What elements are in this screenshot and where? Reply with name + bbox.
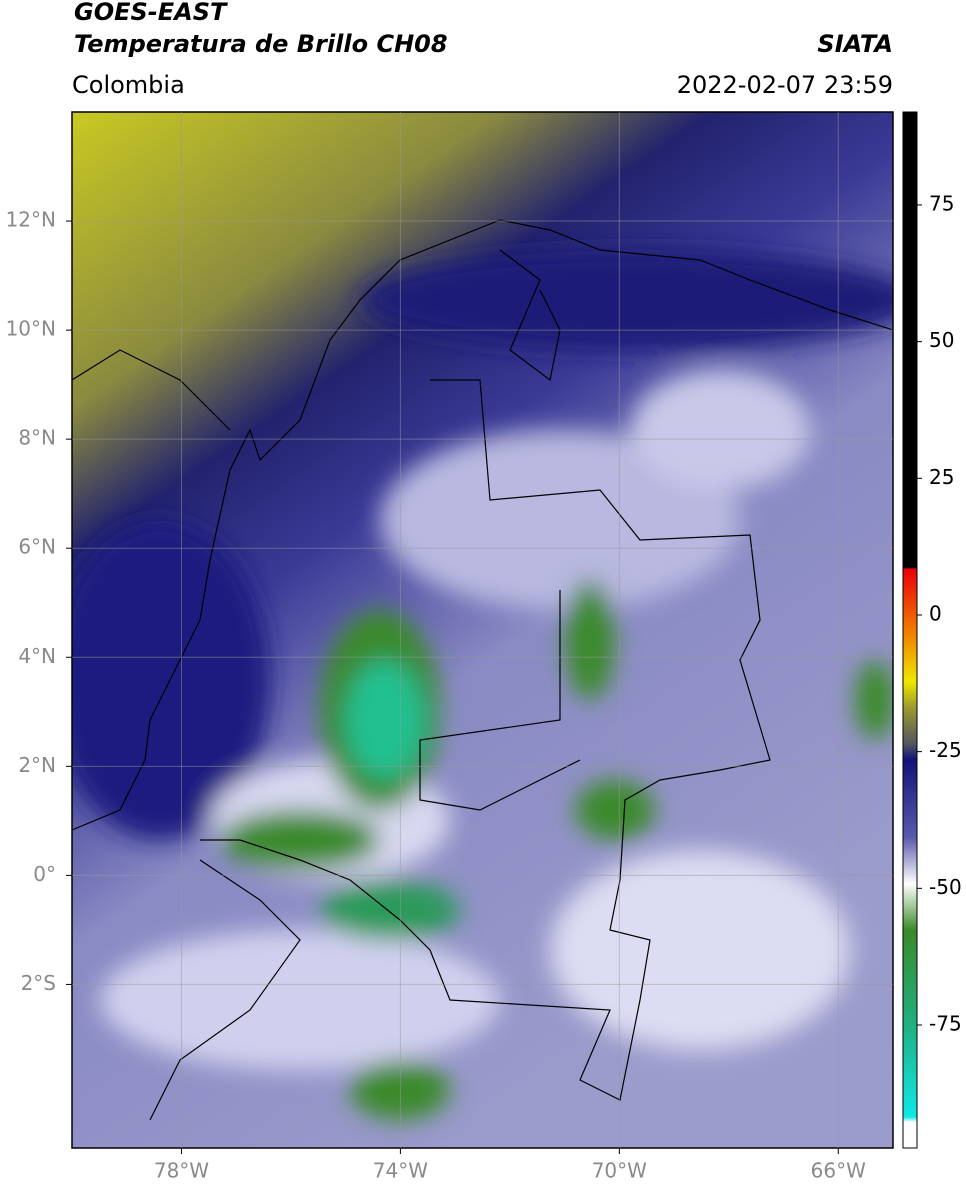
subtitle: Temperatura de Brillo CH08 xyxy=(74,30,448,58)
lon-tick-label: 74°W xyxy=(373,1159,428,1183)
lat-tick-label: 8°N xyxy=(18,426,56,450)
colorbar-tick-label: -50 xyxy=(929,875,962,899)
lon-tick-label: 78°W xyxy=(154,1159,209,1183)
lon-tick-label: 70°W xyxy=(592,1159,647,1183)
lat-tick-label: 2°N xyxy=(18,753,56,777)
colorbar-tick-label: 50 xyxy=(929,328,954,352)
lat-tick-label: 12°N xyxy=(6,208,56,232)
source: SIATA xyxy=(817,30,893,58)
lat-tick-label: 10°N xyxy=(6,317,56,341)
colorbar-tick-label: 0 xyxy=(929,601,942,625)
satellite-image xyxy=(72,112,893,1148)
lat-tick-label: 4°N xyxy=(18,644,56,668)
lat-tick-label: 0° xyxy=(33,862,56,886)
lat-tick-label: 6°N xyxy=(18,535,56,559)
colorbar-tick-label: -75 xyxy=(929,1011,962,1035)
colorbar-tick-label: 25 xyxy=(929,465,954,489)
region: Colombia xyxy=(72,71,185,99)
lon-tick-label: 66°W xyxy=(811,1159,866,1183)
title: GOES-EAST xyxy=(74,0,228,26)
datetime: 2022-02-07 23:59 xyxy=(677,71,893,99)
colorbar-tick-label: -25 xyxy=(929,738,962,762)
colorbar xyxy=(902,111,918,1149)
lat-tick-label: 2°S xyxy=(21,971,56,995)
map-frame xyxy=(71,111,894,1149)
colorbar-tick-label: 75 xyxy=(929,191,954,215)
